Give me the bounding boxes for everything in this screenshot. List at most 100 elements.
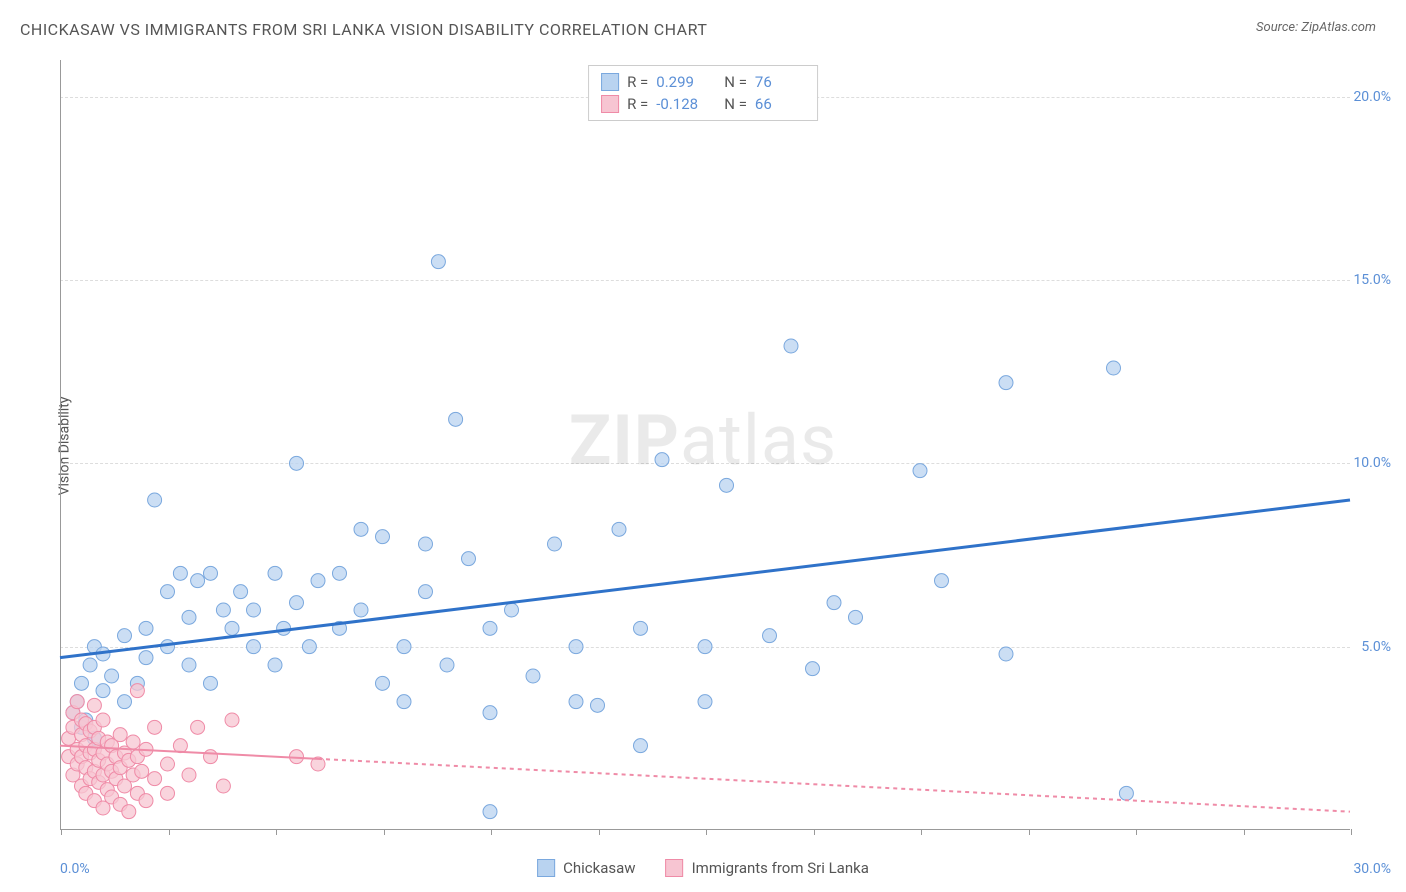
scatter-point (139, 651, 153, 665)
y-tick-label: 10.0% (1353, 455, 1391, 471)
legend-swatch-bottom-2 (666, 859, 684, 877)
scatter-point (397, 640, 411, 654)
legend-row-series-2: R = -0.128 N = 66 (601, 93, 805, 115)
scatter-point (376, 530, 390, 544)
scatter-point (720, 478, 734, 492)
scatter-point (290, 456, 304, 470)
scatter-point (105, 669, 119, 683)
scatter-point (148, 720, 162, 734)
scatter-point (569, 695, 583, 709)
legend-item-2: Immigrants from Sri Lanka (666, 859, 869, 877)
y-tick-label: 20.0% (1353, 89, 1391, 105)
scatter-point (1107, 361, 1121, 375)
scatter-point (182, 768, 196, 782)
scatter-point (83, 658, 97, 672)
series-legend: Chickasaw Immigrants from Sri Lanka (537, 859, 869, 877)
scatter-point (290, 596, 304, 610)
scatter-point (122, 805, 136, 819)
scatter-point (70, 695, 84, 709)
scatter-point (75, 676, 89, 690)
scatter-point (333, 566, 347, 580)
scatter-point (784, 339, 798, 353)
scatter-point (113, 728, 127, 742)
scatter-point (234, 585, 248, 599)
y-tick-label: 5.0% (1361, 639, 1391, 655)
scatter-plot-svg (60, 60, 1350, 830)
scatter-point (999, 376, 1013, 390)
scatter-point (126, 735, 140, 749)
scatter-point (655, 453, 669, 467)
scatter-point (96, 713, 110, 727)
r-value-1: 0.299 (656, 73, 706, 91)
n-value-2: 66 (755, 95, 805, 113)
legend-swatch-bottom-1 (537, 859, 555, 877)
x-tick (1351, 829, 1352, 835)
scatter-point (225, 713, 239, 727)
scatter-point (849, 610, 863, 624)
scatter-point (354, 522, 368, 536)
scatter-point (548, 537, 562, 551)
scatter-point (419, 585, 433, 599)
legend-label-2: Immigrants from Sri Lanka (692, 859, 869, 877)
scatter-point (216, 779, 230, 793)
scatter-point (913, 464, 927, 478)
scatter-point (311, 574, 325, 588)
scatter-point (96, 684, 110, 698)
scatter-point (161, 640, 175, 654)
scatter-point (161, 786, 175, 800)
scatter-point (118, 629, 132, 643)
trend-line-dashed (318, 759, 1350, 812)
scatter-point (148, 493, 162, 507)
scatter-point (161, 757, 175, 771)
source-credit: Source: ZipAtlas.com (1256, 20, 1376, 35)
scatter-point (191, 574, 205, 588)
scatter-point (216, 603, 230, 617)
scatter-point (1119, 786, 1133, 800)
scatter-point (148, 772, 162, 786)
scatter-point (483, 621, 497, 635)
scatter-point (806, 662, 820, 676)
n-label: N = (724, 95, 747, 113)
scatter-point (139, 621, 153, 635)
scatter-point (182, 610, 196, 624)
scatter-point (999, 647, 1013, 661)
scatter-point (397, 695, 411, 709)
scatter-point (634, 621, 648, 635)
scatter-point (449, 412, 463, 426)
scatter-point (204, 676, 218, 690)
scatter-point (268, 658, 282, 672)
scatter-point (247, 640, 261, 654)
scatter-point (431, 255, 445, 269)
scatter-point (191, 720, 205, 734)
scatter-point (483, 706, 497, 720)
y-tick-label: 15.0% (1353, 272, 1391, 288)
chart-title: CHICKASAW VS IMMIGRANTS FROM SRI LANKA V… (20, 20, 707, 39)
scatter-point (204, 750, 218, 764)
scatter-point (173, 566, 187, 580)
scatter-point (130, 684, 144, 698)
legend-label-1: Chickasaw (563, 859, 635, 877)
r-label: R = (627, 95, 648, 113)
scatter-point (483, 805, 497, 819)
scatter-point (569, 640, 583, 654)
legend-item-1: Chickasaw (537, 859, 635, 877)
scatter-point (268, 566, 282, 580)
scatter-point (763, 629, 777, 643)
legend-row-series-1: R = 0.299 N = 76 (601, 71, 805, 93)
scatter-point (419, 537, 433, 551)
scatter-point (376, 676, 390, 690)
n-label: N = (724, 73, 747, 91)
scatter-point (204, 566, 218, 580)
scatter-point (591, 698, 605, 712)
scatter-point (505, 603, 519, 617)
scatter-point (526, 669, 540, 683)
n-value-1: 76 (755, 73, 805, 91)
scatter-point (827, 596, 841, 610)
x-min-label: 0.0% (60, 861, 90, 877)
scatter-point (135, 764, 149, 778)
scatter-point (462, 552, 476, 566)
scatter-point (698, 695, 712, 709)
x-max-label: 30.0% (1353, 861, 1391, 877)
scatter-point (118, 695, 132, 709)
scatter-point (87, 698, 101, 712)
